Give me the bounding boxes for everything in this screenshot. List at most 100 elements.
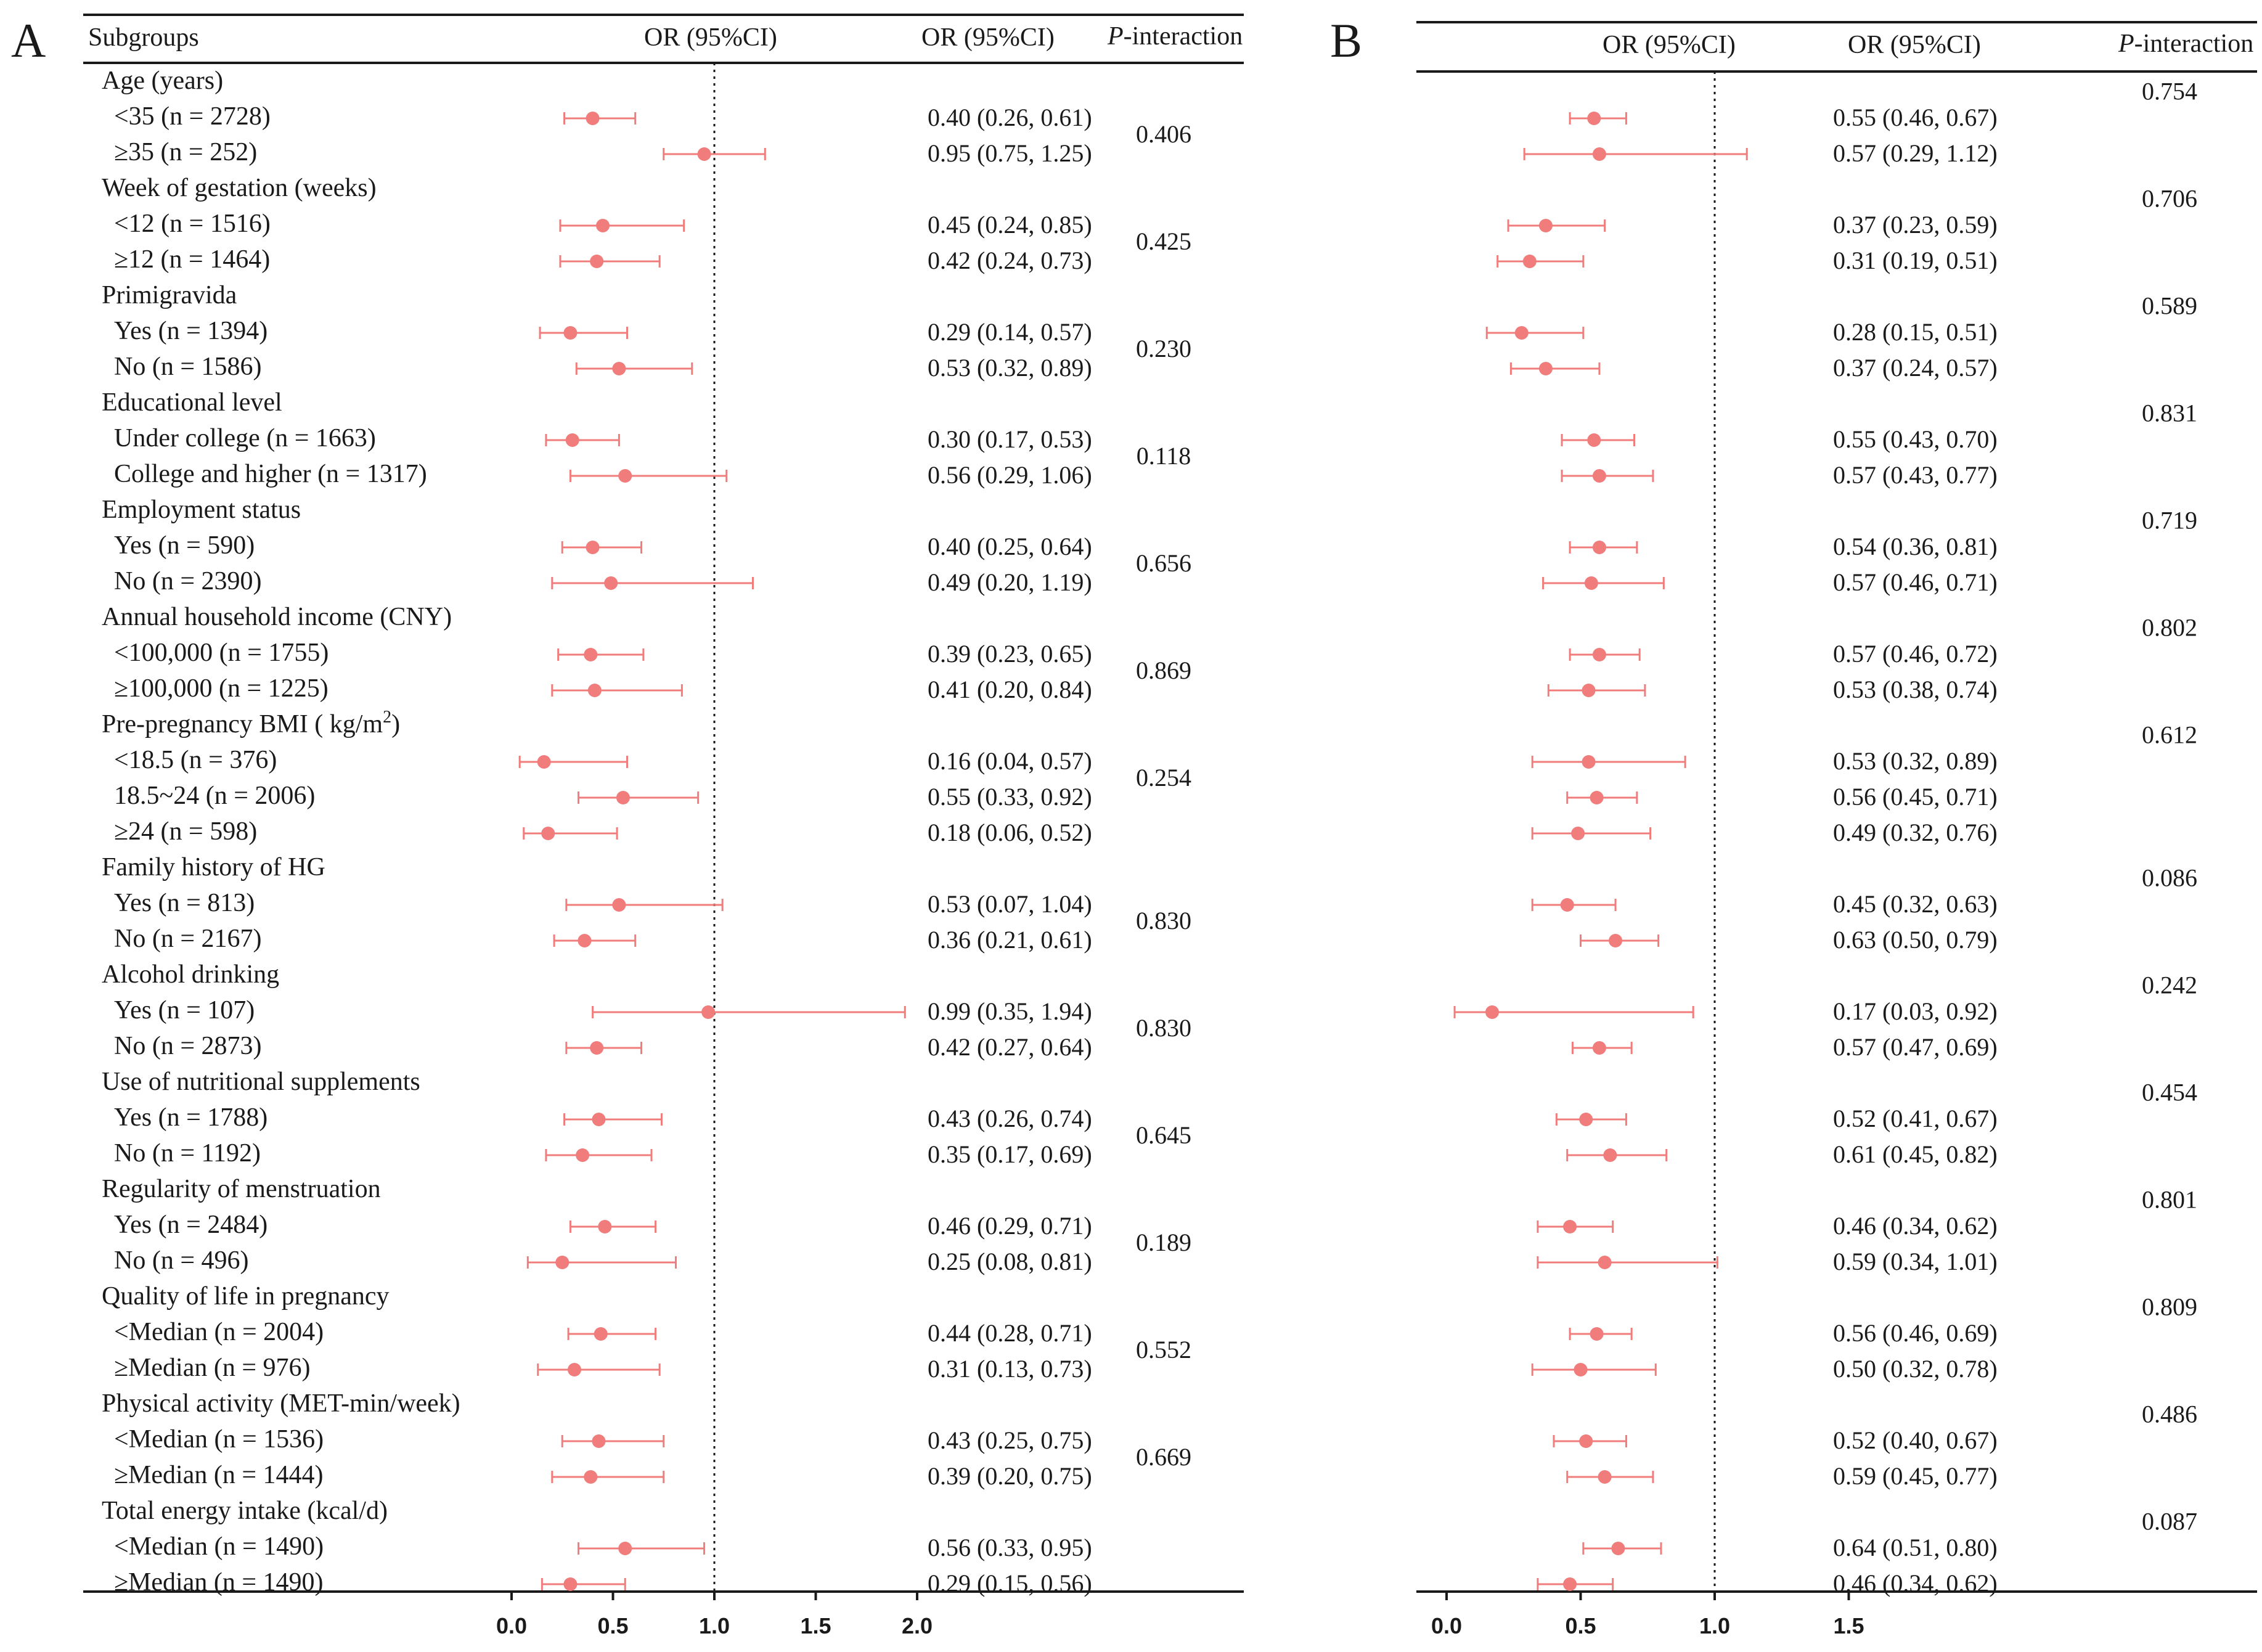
or-point (1598, 1256, 1612, 1269)
group-heading-text: Use of nutritional supplements (102, 1068, 420, 1096)
or-point (1603, 1148, 1617, 1162)
or-ci-value: 0.16 (0.04, 0.57) (928, 747, 1092, 775)
p-interaction-value: 0.189 (1136, 1229, 1191, 1256)
panel-b-content: 0.0 0.5 1.0 1.5 0.55 (0.46, 0.67) 0.57 (0.29,… (1431, 72, 2197, 1638)
or-ci-value: 0.18 (0.06, 0.52) (928, 819, 1092, 846)
or-point (1611, 1542, 1625, 1555)
or-ci-value: 0.45 (0.32, 0.63) (1833, 890, 1998, 918)
or-point (1584, 576, 1598, 590)
panel-a-or-plot-header: OR (95%CI) (644, 23, 777, 52)
p-interaction-value: 0.801 (2142, 1185, 2197, 1213)
or-point (586, 112, 600, 125)
p-interaction-value: 0.809 (2142, 1293, 2197, 1320)
or-ci-value: 0.57 (0.29, 1.12) (1833, 139, 1998, 167)
subgroup-label: ≥35 (n = 252) (114, 138, 257, 166)
or-ci-value: 0.25 (0.08, 0.81) (928, 1248, 1092, 1275)
or-point (594, 1327, 608, 1341)
or-ci-value: 0.53 (0.32, 0.89) (928, 354, 1092, 382)
superscript: 2 (383, 708, 391, 727)
or-ci-value: 0.37 (0.23, 0.59) (1833, 211, 1998, 239)
or-ci-value: 0.46 (0.34, 0.62) (1833, 1569, 1998, 1597)
or-point (578, 934, 592, 947)
subgroup-label: Yes (n = 107) (114, 996, 255, 1024)
subgroup-label: No (n = 2390) (114, 567, 262, 595)
or-ci-value: 0.53 (0.07, 1.04) (928, 890, 1092, 918)
or-ci-value: 0.57 (0.46, 0.71) (1833, 568, 1998, 596)
group-heading: Total energy intake (kcal/d) (102, 1497, 388, 1525)
panel-b: B OR (95%CI) OR (95%CI) P-interaction 0.… (1330, 14, 2257, 1638)
or-ci-value: 0.35 (0.17, 0.69) (928, 1140, 1092, 1168)
p-interaction-value: 0.831 (2142, 399, 2197, 427)
x-tick-label: 1.0 (1699, 1613, 1730, 1638)
or-point (584, 1470, 598, 1484)
group-heading-text: Employment status (102, 496, 301, 524)
or-point (1592, 147, 1606, 161)
or-ci-value: 0.40 (0.26, 0.61) (928, 104, 1092, 131)
p-interaction-value: 0.406 (1136, 120, 1191, 148)
or-point (1609, 934, 1623, 947)
panel-a: A Subgroups OR (95%CI) OR (95%CI) P-inte… (11, 14, 1244, 1638)
or-point (1485, 1005, 1499, 1019)
p-suffix: -interaction (2134, 30, 2254, 58)
or-ci-value: 0.43 (0.26, 0.74) (928, 1105, 1092, 1132)
group-heading-text: Physical activity (MET-min/week) (102, 1389, 460, 1418)
subgroup-label: <35 (n = 2728) (114, 102, 271, 131)
or-point (1579, 1113, 1593, 1126)
x-tick-label: 2.0 (902, 1613, 933, 1638)
or-point (697, 147, 711, 161)
or-ci-value: 0.42 (0.27, 0.64) (928, 1033, 1092, 1061)
subgroup-label: ≥100,000 (n = 1225) (114, 674, 329, 703)
or-point (537, 755, 551, 769)
subgroup-label: No (n = 2167) (114, 925, 262, 953)
or-point (592, 1113, 606, 1126)
or-point (1582, 755, 1596, 769)
or-ci-value: 0.50 (0.32, 0.78) (1833, 1355, 1998, 1383)
or-point (584, 648, 598, 661)
or-point (555, 1256, 570, 1269)
or-ci-value: 0.99 (0.35, 1.94) (928, 997, 1092, 1025)
or-ci-value: 0.57 (0.46, 0.72) (1833, 640, 1998, 668)
or-ci-value: 0.40 (0.25, 0.64) (928, 533, 1092, 560)
group-heading-text: Pre-pregnancy BMI ( kg/m (102, 710, 383, 738)
group-heading-text: Age (years) (102, 67, 223, 95)
panel-a-or-text-header: OR (95%CI) (921, 23, 1055, 52)
x-tick-label: 1.0 (699, 1613, 730, 1638)
or-point (612, 898, 626, 912)
or-point (701, 1005, 716, 1019)
subgroup-label: Yes (n = 1394) (114, 317, 267, 345)
subgroup-label: ≥12 (n = 1464) (114, 245, 270, 274)
or-ci-value: 0.53 (0.38, 0.74) (1833, 676, 1998, 703)
p-interaction-value: 0.254 (1136, 764, 1191, 791)
or-ci-value: 0.61 (0.45, 0.82) (1833, 1140, 1998, 1168)
or-ci-value: 0.37 (0.24, 0.57) (1833, 354, 1998, 382)
or-point (563, 1577, 578, 1591)
subgroup-label: ≥Median (n = 976) (114, 1354, 311, 1382)
or-point (592, 1434, 606, 1448)
or-point (1592, 1041, 1606, 1055)
p-interaction-value: 0.454 (2142, 1078, 2197, 1106)
group-heading: Employment status (102, 496, 301, 524)
or-ci-value: 0.56 (0.46, 0.69) (1833, 1319, 1998, 1347)
or-ci-value: 0.64 (0.51, 0.80) (1833, 1534, 1998, 1561)
p-interaction-value: 0.869 (1136, 656, 1191, 684)
or-point (590, 255, 604, 268)
subgroup-label: <100,000 (n = 1755) (114, 639, 329, 667)
p-interaction-value: 0.118 (1137, 442, 1191, 470)
x-tick-label: 0.5 (1565, 1613, 1596, 1638)
p-interaction-value: 0.230 (1136, 335, 1191, 362)
subgroup-label: Yes (n = 1788) (114, 1103, 267, 1132)
or-point (1538, 362, 1553, 375)
or-ci-value: 0.57 (0.43, 0.77) (1833, 461, 1998, 489)
p-interaction-value: 0.830 (1136, 907, 1191, 934)
or-point (1598, 1470, 1612, 1484)
or-ci-value: 0.46 (0.29, 0.71) (928, 1212, 1092, 1240)
group-heading-text: Week of gestation (weeks) (102, 174, 377, 202)
group-heading: Primigravida (102, 281, 237, 309)
or-point (587, 684, 602, 697)
or-ci-value: 0.49 (0.20, 1.19) (928, 568, 1092, 596)
or-ci-value: 0.52 (0.40, 0.67) (1833, 1426, 1998, 1454)
or-point (1590, 791, 1604, 804)
or-point (586, 541, 600, 554)
subgroup-label: <Median (n = 1536) (114, 1425, 324, 1454)
group-heading-text: Primigravida (102, 281, 237, 309)
